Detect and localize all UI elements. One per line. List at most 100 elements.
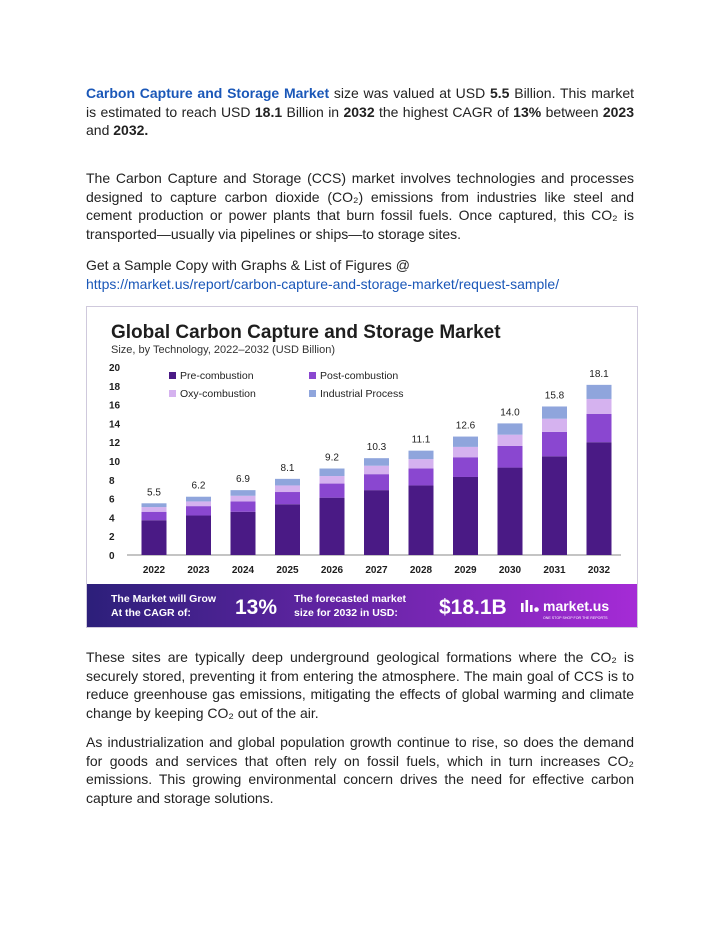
legend-label: Industrial Process (320, 388, 403, 400)
forecast-year: 2032 (343, 103, 375, 120)
y-tick-label: 20 (109, 363, 121, 374)
brand-name: market.us (543, 598, 609, 614)
bar-total-label: 6.9 (236, 474, 250, 485)
intro-text: size was valued at USD (329, 85, 490, 101)
banner-forecast-value: $18.1B (439, 596, 507, 619)
bar-segment (364, 458, 389, 466)
sample-copy-paragraph: Get a Sample Copy with Graphs & List of … (86, 256, 634, 293)
bar-segment (186, 496, 211, 502)
bar-segment (453, 476, 478, 555)
y-tick-label: 8 (109, 476, 115, 487)
chart-title: Global Carbon Capture and Storage Market (111, 322, 501, 343)
bar-total-label: 14.0 (500, 407, 520, 418)
x-tick-label: 2022 (143, 565, 166, 576)
y-tick-label: 14 (109, 419, 121, 430)
y-tick-label: 2 (109, 532, 115, 543)
market-name-link[interactable]: Carbon Capture and Storage Market (86, 85, 330, 101)
intro-text: between (541, 103, 603, 120)
y-tick-label: 12 (109, 438, 121, 449)
x-tick-label: 2023 (187, 565, 210, 576)
bar-total-label: 15.8 (545, 390, 565, 401)
bar-segment (497, 467, 523, 555)
legend-label: Post-combustion (320, 370, 398, 382)
banner-grow-line2: At the CAGR of: (111, 607, 191, 619)
start-year: 2023 (602, 103, 635, 120)
banner-grow-line1: The Market will Grow (111, 593, 217, 605)
bar-segment (186, 515, 211, 555)
x-tick-label: 2027 (365, 565, 388, 576)
bar-segment (408, 468, 434, 486)
bar-segment (497, 445, 523, 468)
market-infographic: Global Carbon Capture and Storage Market… (86, 306, 638, 628)
x-tick-label: 2029 (454, 565, 477, 576)
bar-segment (230, 490, 256, 496)
x-tick-label: 2030 (499, 565, 522, 576)
market-us-logo-icon (521, 600, 539, 612)
legend-swatch (169, 390, 176, 397)
bar-total-label: 10.3 (367, 442, 387, 453)
bar-segment (230, 511, 256, 555)
bar-segment (319, 483, 345, 498)
bar-total-label: 18.1 (589, 369, 609, 380)
x-tick-label: 2032 (588, 565, 611, 576)
description-paragraph: The Carbon Capture and Storage (CCS) mar… (86, 170, 634, 242)
x-tick-label: 2025 (276, 565, 299, 576)
bar-segment (408, 459, 434, 469)
bar-segment (542, 456, 567, 555)
bar-segment (408, 450, 434, 460)
bar-segment (542, 406, 567, 419)
stacked-bar-chart: Global Carbon Capture and Storage Market… (87, 322, 637, 627)
intro-text: Billion. This market is estimated to rea… (86, 85, 634, 120)
bar-segment (586, 442, 612, 555)
bar-segment (230, 501, 256, 512)
end-year: 2032. (113, 122, 149, 138)
legend-swatch (309, 372, 316, 379)
bar-segment (586, 414, 612, 443)
legend-swatch (309, 390, 316, 397)
bar-segment (141, 507, 167, 512)
legend-swatch (169, 372, 176, 379)
bar-segment (186, 506, 211, 516)
bar-segment (364, 490, 389, 555)
bar-segment (141, 520, 167, 555)
cagr-value: 13% (513, 103, 542, 120)
bar-segment (542, 418, 567, 432)
chart-subtitle: Size, by Technology, 2022–2032 (USD Bill… (111, 344, 335, 356)
bar-segment (497, 423, 523, 435)
bar-segment (453, 436, 478, 447)
storage-sites-paragraph: These sites are typically deep undergrou… (86, 649, 634, 721)
demand-growth-paragraph: As industrialization and global populati… (86, 734, 634, 806)
brand-tagline: ONE STOP SHOP FOR THE REPORTS (543, 616, 608, 620)
y-tick-label: 10 (109, 457, 121, 468)
bar-segment (319, 497, 345, 555)
bar-total-label: 5.5 (147, 487, 161, 498)
bar-segment (497, 434, 523, 446)
intro-paragraph: Carbon Capture and Storage Market size w… (86, 84, 634, 140)
y-tick-label: 4 (109, 513, 115, 524)
bar-total-label: 12.6 (456, 421, 476, 432)
sample-copy-label: Get a Sample Copy with Graphs & List of … (86, 257, 410, 273)
bar-total-label: 6.2 (192, 481, 206, 492)
y-tick-label: 18 (109, 382, 121, 393)
x-tick-label: 2031 (543, 565, 566, 576)
bar-segment (230, 495, 256, 502)
intro-text: the highest CAGR of (374, 103, 514, 120)
bar-segment (141, 511, 167, 521)
summary-banner: The Market will Grow At the CAGR of: 13%… (87, 584, 637, 627)
sample-request-link[interactable]: https://market.us/report/carbon-capture-… (86, 275, 560, 292)
bar-segment (453, 446, 478, 458)
bar-total-label: 9.2 (325, 453, 339, 464)
banner-background (87, 584, 637, 627)
bar-segment (319, 468, 345, 477)
bar-segment (408, 485, 434, 555)
bar-segment (319, 476, 345, 484)
value-2022: 5.5 (490, 85, 510, 101)
intro-text: Billion in (282, 103, 344, 120)
bar-total-label: 11.1 (412, 435, 431, 446)
bar-segment (275, 504, 300, 555)
bar-total-label: 8.1 (281, 463, 295, 474)
bar-segment (141, 503, 167, 508)
bar-segment (542, 431, 567, 457)
bar-segment (275, 492, 300, 505)
banner-cagr: 13% (235, 596, 277, 619)
